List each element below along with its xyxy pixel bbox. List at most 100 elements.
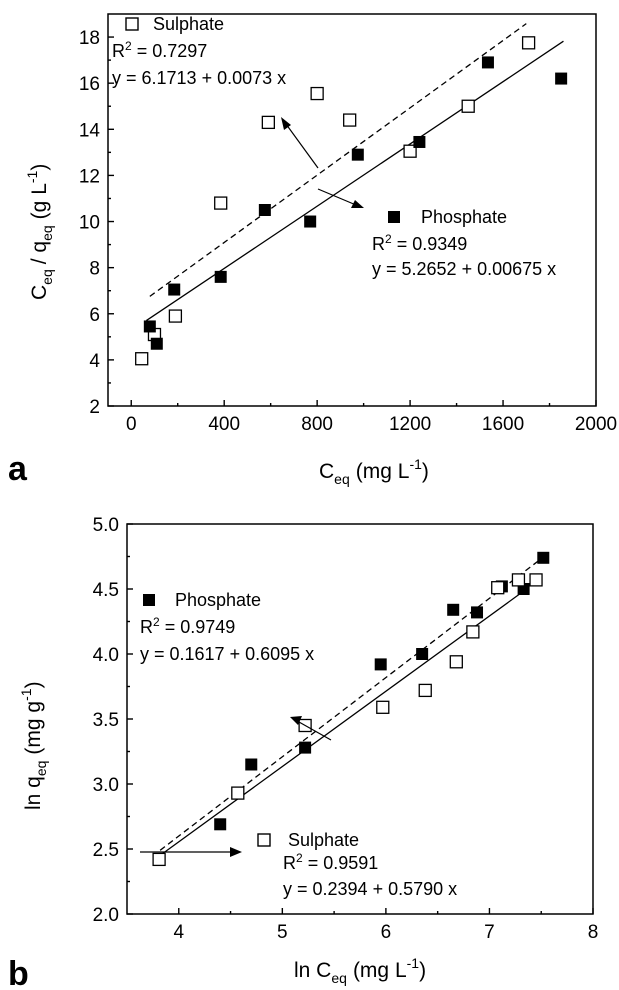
panel-b-phosphate-label: Phosphate — [175, 590, 261, 610]
panel-b-x-tick-label: 7 — [484, 922, 495, 943]
panel-b-sulphate-fit-line — [159, 590, 524, 856]
panel-a-x-tick-label: 400 — [208, 414, 240, 435]
panel-b-y-tick-label: 4.5 — [93, 580, 119, 601]
panel-a-sulphate-legend-marker — [125, 17, 139, 31]
panel-a-x-tick-label: 1600 — [482, 414, 524, 435]
panel-b-sulphate-arrowhead — [230, 847, 242, 857]
panel-a-x-tick-label: 0 — [126, 414, 137, 435]
panel-a-sulphate-point — [461, 99, 475, 113]
panel-b-x-tick-label: 5 — [277, 922, 288, 943]
panel-a-phosphate-legend-marker — [388, 211, 400, 223]
panel-a-sulphate-point — [310, 86, 324, 101]
panel-a-phosphate-point — [413, 135, 426, 148]
panel-a-sulphate-r2: R2 = 0.7297 — [112, 39, 207, 61]
panel-a-y-tick-label: 8 — [89, 259, 100, 280]
panel-b-phosphate-equation: y = 0.1617 + 0.6095 x — [140, 644, 314, 664]
panel-b-fit-lines — [159, 558, 542, 856]
panel-b-phosphate-point — [299, 741, 312, 754]
panel-a-sulphate-arrowhead — [281, 117, 291, 130]
panel-a-x-tick-label: 1200 — [389, 414, 431, 435]
panel-b-phosphate-arrow — [298, 721, 332, 741]
panel-a-phosphate-point — [150, 337, 163, 350]
panel-b-sulphate-point — [466, 625, 480, 639]
panel-a-y-tick-label: 4 — [89, 351, 100, 372]
panel-b-sulphate-point — [491, 581, 505, 595]
panel-b-x-tick-label: 8 — [588, 922, 599, 943]
panel-b-sulphate-point — [152, 852, 166, 867]
panel-b-phosphate-point — [374, 658, 387, 671]
panel-a-x-tick-label: 800 — [301, 414, 333, 435]
panel-b-y-tick-label: 2.5 — [93, 840, 119, 861]
panel-b-sulphate-point — [511, 573, 526, 587]
panel-b-sulphate-point — [376, 700, 390, 714]
panel-b-sulphate-point — [231, 786, 245, 800]
panel-a-phosphate-arrow — [317, 188, 357, 206]
panel-a-sulphate-equation: y = 6.1713 + 0.0073 x — [112, 68, 286, 88]
panel-b-points — [152, 551, 550, 867]
panel-a-phosphate-point — [481, 56, 494, 69]
panel-b-sulphate-label: Sulphate — [288, 830, 359, 850]
panel-b-y-tick-label: 3.5 — [93, 710, 119, 731]
panel-b-phosphate-point — [471, 606, 484, 619]
panel-a-phosphate-arrowhead — [351, 200, 364, 208]
panel-b-sulphate-point — [449, 655, 463, 669]
panel-b-phosphate-point — [537, 551, 550, 564]
panel-b-y-axis-title: ln qeq(mg g-1) — [18, 681, 49, 810]
panel-a-plot-frame — [107, 13, 597, 407]
panel-a-phosphate-point — [258, 204, 271, 216]
panel-b-y-tick-label: 3.0 — [93, 775, 119, 796]
panel-a-phosphate-point — [214, 270, 227, 283]
panel-a: 0 400 800 1200 1600 2000 2 4 6 8 10 12 14 16 18 Ceq (mg… — [8, 13, 617, 488]
panel-a-x-tick-label: 2000 — [575, 414, 617, 435]
panel-a-y-tick-label: 16 — [79, 74, 100, 95]
panel-b-phosphate-r2: R2 = 0.9749 — [140, 615, 235, 637]
panel-a-phosphate-point — [555, 72, 568, 85]
panel-a-sulphate-label: Sulphate — [153, 14, 224, 34]
panel-b: 4 5 6 7 8 2.0 2.5 3.0 3.5 4.0 4.5 5.0 ln Ceq (mg L-1… — [8, 515, 598, 990]
panel-a-letter: a — [8, 450, 28, 488]
panel-a-phosphate-point — [351, 148, 364, 161]
panel-a-phosphate-equation: y = 5.2652 + 0.00675 x — [372, 259, 556, 279]
panel-b-sulphate-r2: R2 = 0.9591 — [283, 851, 378, 873]
panel-b-phosphate-point — [214, 818, 227, 831]
panel-b-phosphate-point — [416, 648, 429, 660]
panel-b-phosphate-point — [245, 758, 258, 771]
panel-a-sulphate-point — [343, 113, 357, 127]
panel-b-x-tick-label: 4 — [173, 922, 184, 943]
panel-a-sulphate-point — [261, 115, 275, 130]
panel-a-phosphate-point — [168, 283, 181, 296]
panel-a-sulphate-point — [135, 352, 149, 366]
panel-b-letter: b — [8, 955, 29, 990]
panel-a-sulphate-point — [168, 309, 183, 323]
panel-b-sulphate-legend-marker — [257, 833, 271, 847]
panel-b-x-tick-label: 6 — [381, 922, 392, 943]
panel-a-y-tick-label: 14 — [79, 120, 101, 141]
panel-b-sulphate-point — [529, 573, 543, 587]
panel-a-sulphate-point — [214, 196, 228, 210]
panel-a-phosphate-point — [143, 320, 156, 333]
panel-a-sulphate-point — [403, 144, 417, 158]
panel-b-sulphate-equation: y = 0.2394 + 0.5790 x — [283, 879, 457, 899]
panel-a-sulphate-fit-line — [149, 23, 527, 297]
panel-a-phosphate-label: Phosphate — [421, 207, 507, 227]
panel-a-y-tick-label: 18 — [79, 28, 100, 49]
panel-b-y-tick-label: 2.0 — [93, 905, 119, 926]
panel-b-y-tick-label: 5.0 — [93, 515, 119, 536]
panel-a-phosphate-point — [304, 215, 317, 228]
panel-a-y-tick-label: 10 — [79, 213, 100, 234]
panel-a-y-tick-label: 12 — [79, 166, 100, 187]
panel-b-plot-frame — [126, 523, 594, 915]
panel-a-phosphate-r2: R2 = 0.9349 — [372, 232, 467, 254]
panel-a-y-tick-label: 2 — [89, 397, 100, 418]
panel-b-x-axis-title: ln Ceq (mg L-1) — [294, 955, 426, 986]
panel-a-sulphate-point — [521, 36, 536, 50]
panel-a-ticks: 0 400 800 1200 1600 2000 2 4 6 8 10 12 14 16 18 — [79, 28, 617, 435]
panel-b-y-tick-label: 4.0 — [93, 645, 119, 666]
panel-b-phosphate-arrowhead — [290, 716, 302, 725]
panel-b-sulphate-point — [418, 683, 432, 698]
panel-b-ticks: 4 5 6 7 8 2.0 2.5 3.0 3.5 4.0 4.5 5.0 — [93, 515, 599, 943]
panel-a-points — [135, 36, 568, 366]
panel-a-x-axis-title: Ceq (mg L-1) — [319, 456, 429, 487]
panel-b-phosphate-point — [447, 603, 460, 616]
